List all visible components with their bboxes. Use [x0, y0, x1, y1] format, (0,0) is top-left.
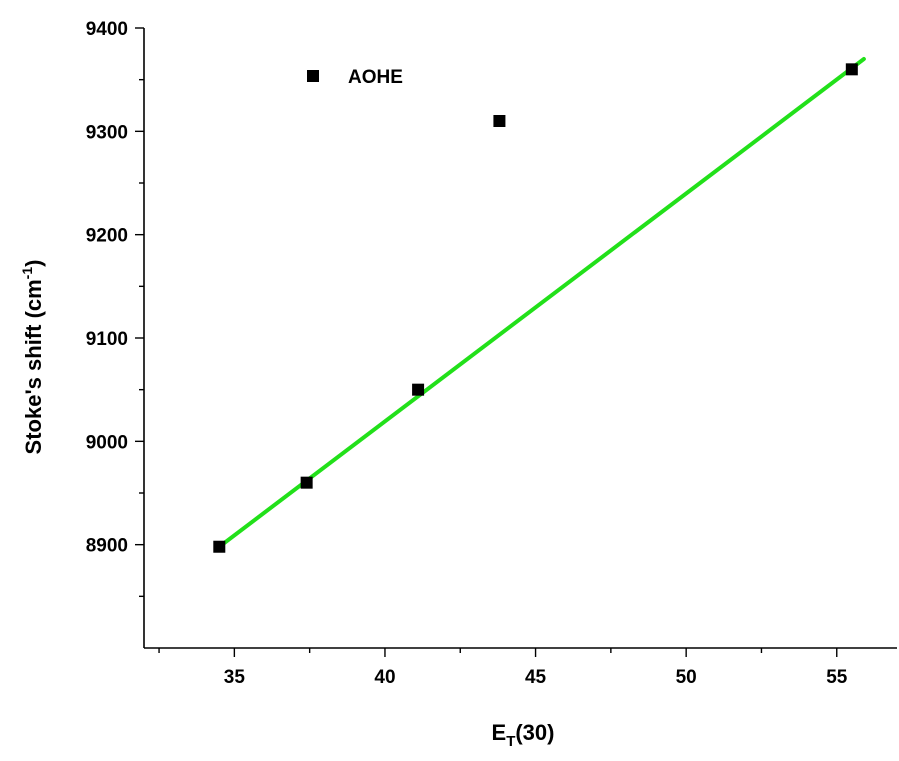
y-axis-title-rest: ) [21, 260, 46, 267]
y-tick-label: 8900 [86, 536, 128, 557]
x-axis-title-main: E [492, 720, 507, 745]
data-point-square [300, 476, 313, 489]
x-tick-label: 50 [676, 667, 697, 688]
fit-line-group [217, 57, 866, 549]
y-axis-title-superscript: -1 [19, 267, 35, 280]
x-tick-label: 40 [374, 667, 395, 688]
legend-label: AOHE [348, 67, 403, 88]
y-tick-label: 9300 [86, 122, 128, 143]
y-tick-label: 9200 [86, 226, 128, 247]
y-axis-title-main: Stoke's shift (cm [21, 279, 46, 454]
linear-fit-line [217, 57, 866, 549]
x-axis-title-rest: (30) [515, 720, 554, 745]
x-axis-title-subscript: T [506, 733, 515, 750]
data-point-square [493, 115, 506, 127]
y-tick-label: 9000 [86, 432, 128, 453]
data-point-square [412, 383, 425, 396]
x-tick-label: 45 [525, 667, 547, 688]
legend-marker-square [307, 70, 319, 82]
data-points [213, 63, 858, 553]
x-tick-label: 55 [826, 667, 848, 688]
legend: AOHE [307, 67, 403, 88]
y-axis-title: Stoke's shift (cm-1) [19, 260, 46, 455]
data-point-square [213, 540, 226, 553]
x-axis-title: ET(30) [492, 720, 555, 750]
y-tick-label: 9100 [86, 329, 128, 350]
ticks: 35 40 45 50 55 8900 9000 9100 9200 9300 9400 [86, 19, 848, 688]
y-tick-label: 9400 [86, 19, 128, 40]
x-tick-label: 35 [224, 667, 246, 688]
data-point-square [845, 63, 858, 76]
